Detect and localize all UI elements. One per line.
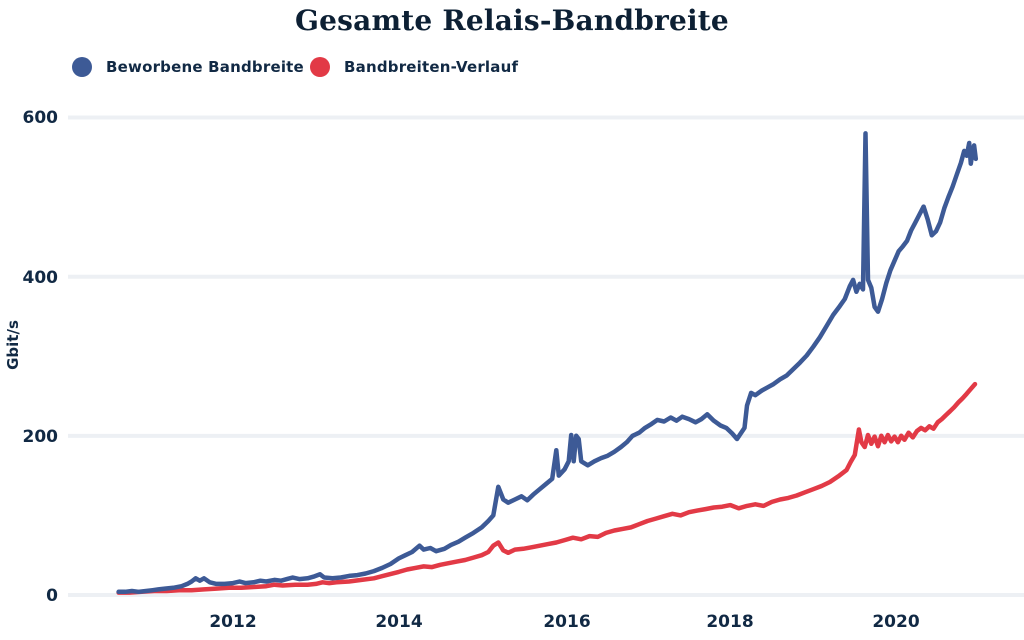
legend: Beworbene Bandbreite Bandbreiten-Verlauf (0, 56, 1024, 80)
legend-label-advertised: Beworbene Bandbreite (106, 58, 304, 76)
y-tick-200: 200 (23, 427, 59, 447)
legend-item-bandwidth-history: Bandbreiten-Verlauf (310, 56, 518, 78)
legend-item-advertised-bandwidth: Beworbene Bandbreite (72, 56, 304, 78)
series-line-bandbreiten-verlauf (116, 381, 978, 595)
legend-dot-blue-icon (72, 57, 92, 77)
series-layer (116, 131, 979, 595)
chart-title: Gesamte Relais-Bandbreite (295, 4, 729, 37)
y-axis-title: Gbit/s (4, 320, 22, 370)
y-tick-600: 600 (23, 108, 59, 128)
x-tick-2016: 2016 (543, 612, 590, 632)
x-tick-2012: 2012 (209, 612, 256, 632)
x-tick-2014: 2014 (375, 612, 422, 632)
legend-dot-red-icon (310, 57, 330, 77)
y-tick-0: 0 (46, 586, 58, 606)
legend-label-history: Bandbreiten-Verlauf (344, 58, 519, 76)
x-tick-2020: 2020 (872, 612, 919, 632)
y-tick-400: 400 (23, 268, 59, 288)
series-line-beworbene-bandbreite (116, 131, 979, 595)
x-tick-2018: 2018 (706, 612, 753, 632)
